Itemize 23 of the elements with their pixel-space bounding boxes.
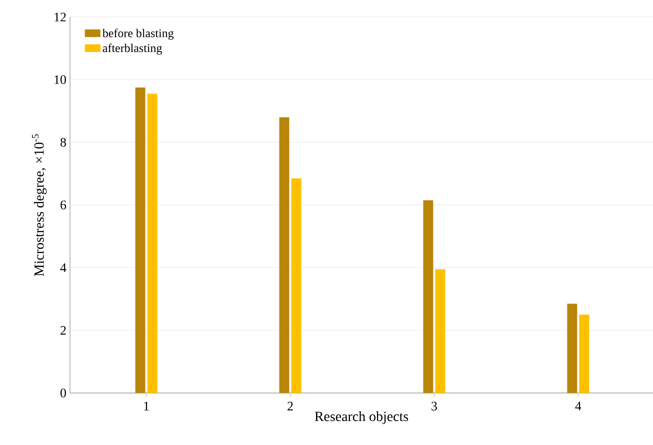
bar: [291, 178, 302, 393]
bar: [567, 304, 578, 393]
bar: [147, 94, 158, 393]
bar: [579, 314, 590, 393]
y-tick-label: 10: [54, 75, 66, 84]
bar: [423, 200, 434, 393]
y-tick-label: 0: [60, 388, 66, 398]
legend-label: before blasting: [102, 28, 174, 40]
x-axis-title: Research objects: [314, 411, 408, 424]
x-tick-label: 2: [288, 402, 293, 410]
bar: [435, 269, 446, 393]
y-tick-label: 6: [60, 200, 66, 210]
y-tick-label: 2: [60, 326, 66, 335]
y-tick-label: 8: [60, 138, 66, 147]
x-tick-label: 4: [575, 402, 582, 410]
bar: [135, 87, 146, 393]
y-axis-title: Microstress degree, ×10$^{-5}$: [32, 134, 47, 276]
y-tick-label: 12: [54, 12, 66, 22]
bar: [279, 117, 290, 393]
legend-label: afterblasting: [102, 44, 162, 55]
y-tick-label: 4: [60, 263, 66, 272]
x-tick-label: 1: [144, 402, 149, 410]
x-tick-label: 3: [432, 402, 437, 410]
